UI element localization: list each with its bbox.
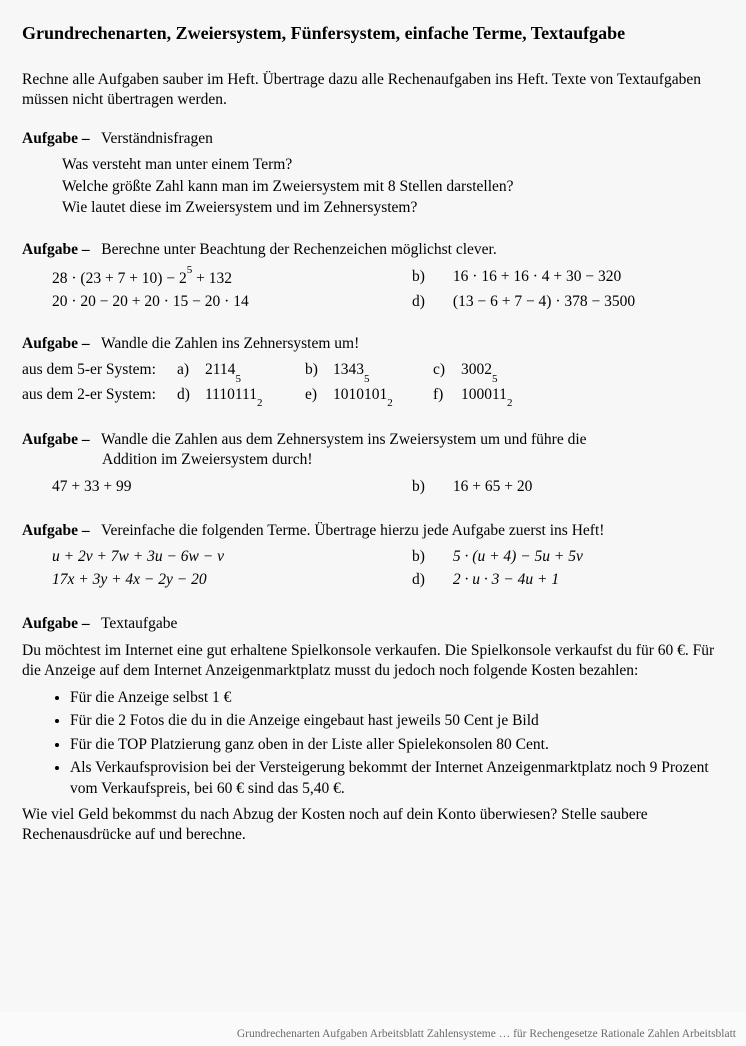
v-e-sub: 2: [387, 397, 393, 409]
t5-b2: 2 · u · 3 − 4u + 1: [453, 570, 559, 590]
task-1-title: Verständnisfragen: [101, 130, 213, 147]
t2-b1: 16 · 16 + 16 · 4 + 30 − 320: [453, 267, 621, 290]
task-1-questions: Was versteht man unter einem Term? Welch…: [62, 155, 726, 218]
bullet-1: Für die Anzeige selbst 1 €: [70, 688, 726, 708]
task-1-header: Aufgabe – Verständnisfragen: [22, 129, 726, 149]
m-c: c): [433, 360, 461, 383]
footer-caption: Grundrechenarten Aufgaben Arbeitsblatt Z…: [0, 1028, 736, 1040]
task-4-title-l2: Addition im Zweiersystem durch!: [102, 450, 726, 470]
m-d: d): [177, 385, 205, 408]
task-4-header: Aufgabe – Wandle die Zahlen aus dem Zehn…: [22, 430, 726, 471]
t5-a2: 17x + 3y + 4x − 2y − 20: [52, 570, 352, 590]
row2-label: aus dem 2-er System:: [22, 385, 177, 408]
task-label: Aufgabe –: [22, 522, 90, 539]
v-c-sub: 5: [492, 373, 498, 385]
t4-b: 16 + 65 + 20: [453, 477, 532, 497]
task-label: Aufgabe –: [22, 241, 90, 258]
task-6-bullets: Für die Anzeige selbst 1 € Für die 2 Fot…: [42, 688, 726, 799]
m-a: a): [177, 360, 205, 383]
marker-d: d): [352, 292, 453, 312]
task-4-title-l1: Wandle die Zahlen aus dem Zehnersystem i…: [101, 431, 587, 448]
v-e: 1010101: [333, 386, 387, 403]
page-title: Grundrechenarten, Zweiersystem, Fünfersy…: [22, 22, 726, 46]
t2-a1-sup: 5: [187, 264, 193, 276]
task-6-text: Du möchtest im Internet eine gut erhalte…: [22, 641, 726, 682]
marker-b: b): [352, 267, 453, 290]
task-label: Aufgabe –: [22, 431, 90, 448]
q2: Welche größte Zahl kann man im Zweiersys…: [62, 177, 726, 197]
task-5-row1: u + 2v + 7w + 3u − 6w − v b) 5 · (u + 4)…: [52, 547, 726, 567]
task-label: Aufgabe –: [22, 130, 90, 147]
m-e: e): [305, 385, 333, 408]
t2-a1-tail: + 132: [192, 270, 232, 287]
v-d: 1110111: [205, 386, 257, 403]
task-6-header: Aufgabe – Textaufgabe: [22, 614, 726, 634]
task-3-header: Aufgabe – Wandle die Zahlen ins Zehnersy…: [22, 334, 726, 354]
marker-b: b): [352, 477, 453, 497]
task-2-row2: 20 · 20 − 20 + 20 · 15 − 20 · 14 d) (13 …: [52, 292, 726, 312]
task-5-row2: 17x + 3y + 4x − 2y − 20 d) 2 · u · 3 − 4…: [52, 570, 726, 590]
task-2-header: Aufgabe – Berechne unter Beachtung der R…: [22, 240, 726, 260]
task-3-title: Wandle die Zahlen ins Zehnersystem um!: [101, 335, 359, 352]
v-b: 1343: [333, 361, 364, 378]
v-a-sub: 5: [235, 373, 241, 385]
task-label: Aufgabe –: [22, 615, 90, 632]
task-6-end: Wie viel Geld bekommst du nach Abzug der…: [22, 805, 726, 846]
task-3-row1: aus dem 5-er System: a) 21145 b) 13435 c…: [22, 360, 726, 383]
m-f: f): [433, 385, 461, 408]
t5-a1: u + 2v + 7w + 3u − 6w − v: [52, 547, 352, 567]
task-4-row: 47 + 33 + 99 b) 16 + 65 + 20: [52, 477, 726, 497]
marker-d: d): [352, 570, 453, 590]
t2-a2: 20 · 20 − 20 + 20 · 15 − 20 · 14: [52, 292, 352, 312]
q3: Wie lautet diese im Zweiersystem und im …: [62, 198, 726, 218]
t5-b1: 5 · (u + 4) − 5u + 5v: [453, 547, 583, 567]
task-5-title: Vereinfache die folgenden Terme. Übertra…: [101, 522, 604, 539]
v-a: 2114: [205, 361, 235, 378]
m-b: b): [305, 360, 333, 383]
bullet-3: Für die TOP Platzierung ganz oben in der…: [70, 735, 726, 755]
worksheet-page: Grundrechenarten, Zweiersystem, Fünfersy…: [0, 0, 746, 1012]
v-f: 100011: [461, 386, 507, 403]
bullet-2: Für die 2 Fotos die du in die Anzeige ei…: [70, 711, 726, 731]
intro-text: Rechne alle Aufgaben sauber im Heft. Übe…: [22, 70, 726, 111]
task-3-row2: aus dem 2-er System: d) 11101112 e) 1010…: [22, 385, 726, 408]
v-c: 3002: [461, 361, 492, 378]
marker-b: b): [352, 547, 453, 567]
task-2-row1: 28 · (23 + 7 + 10) − 25 + 132 b) 16 · 16…: [52, 267, 726, 290]
t2-a1: 28 · (23 + 7 + 10) − 2: [52, 270, 187, 287]
v-d-sub: 2: [257, 397, 263, 409]
t2-b2: (13 − 6 + 7 − 4) · 378 − 3500: [453, 292, 635, 312]
q1: Was versteht man unter einem Term?: [62, 155, 726, 175]
t4-a: 47 + 33 + 99: [52, 477, 352, 497]
v-b-sub: 5: [364, 373, 370, 385]
task-label: Aufgabe –: [22, 335, 90, 352]
bullet-4: Als Verkaufsprovision bei der Versteiger…: [70, 758, 726, 799]
task-2-title: Berechne unter Beachtung der Rechenzeich…: [101, 241, 497, 258]
row1-label: aus dem 5-er System:: [22, 360, 177, 383]
v-f-sub: 2: [507, 397, 513, 409]
task-5-header: Aufgabe – Vereinfache die folgenden Term…: [22, 521, 726, 541]
task-6-title: Textaufgabe: [101, 615, 177, 632]
